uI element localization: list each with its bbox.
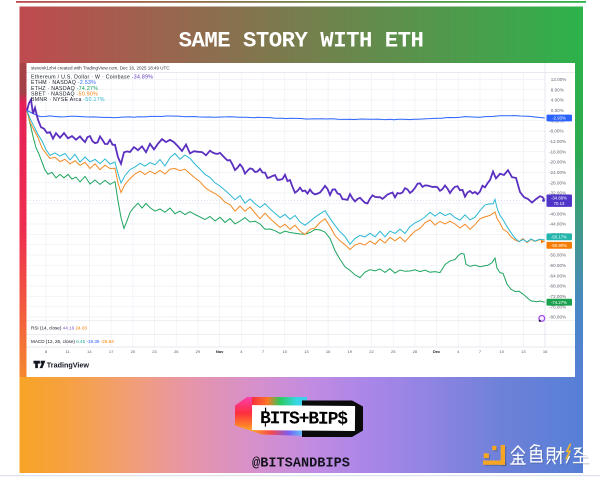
svg-text:RSI (14, close) 44.16 24.03: RSI (14, close) 44.16 24.03 <box>31 326 87 331</box>
svg-text:-12.00%: -12.00% <box>549 139 566 144</box>
svg-text:10: 10 <box>282 349 287 354</box>
svg-text:70.13: 70.13 <box>554 201 565 206</box>
svg-text:25: 25 <box>391 349 396 354</box>
svg-text:-74.27%: -74.27% <box>551 300 567 305</box>
svg-text:4: 4 <box>457 349 460 354</box>
svg-text:-76.00%: -76.00% <box>549 304 566 309</box>
svg-text:-50.17%: -50.17% <box>551 234 567 239</box>
svg-text:Ethereum / U.S. Dollar · W · C: Ethereum / U.S. Dollar · W · Coinbase -3… <box>31 75 153 81</box>
svg-text:8: 8 <box>45 349 48 354</box>
svg-text:stevenk1zh4 created with Tradi: stevenk1zh4 created with TradingView.com… <box>31 66 170 71</box>
svg-text:SAME STORY WITH ETH: SAME STORY WITH ETH <box>179 28 424 54</box>
svg-text:BMNR · NYSE Arca -50.17%: BMNR · NYSE Arca -50.17% <box>31 97 105 103</box>
svg-text:-50.90%: -50.90% <box>551 243 567 248</box>
svg-text:22: 22 <box>369 349 374 354</box>
svg-text:-32.00%: -32.00% <box>549 191 566 196</box>
svg-text:7: 7 <box>262 349 265 354</box>
svg-text:17: 17 <box>109 349 114 354</box>
svg-text:-68.00%: -68.00% <box>549 284 566 289</box>
svg-text:BITS+BIP$: BITS+BIP$ <box>260 409 348 430</box>
svg-text:-8.00%: -8.00% <box>549 129 564 134</box>
svg-text:SBET · NASDAQ -50.90%: SBET · NASDAQ -50.90% <box>31 91 98 97</box>
svg-text:@BITSANDBIPS: @BITSANDBIPS <box>252 456 350 471</box>
svg-text:10: 10 <box>499 349 504 354</box>
svg-text:26: 26 <box>174 349 179 354</box>
svg-text:-34.89%: -34.89% <box>551 196 567 201</box>
svg-text:ETHZ · NASDAQ -74.27%: ETHZ · NASDAQ -74.27% <box>31 86 98 92</box>
svg-text:-24.00%: -24.00% <box>549 170 566 175</box>
svg-text:-20.00%: -20.00% <box>549 160 566 165</box>
svg-text:13: 13 <box>521 349 526 354</box>
svg-text:-28.00%: -28.00% <box>549 180 566 185</box>
svg-text:7: 7 <box>479 349 482 354</box>
svg-text:-2.93%: -2.93% <box>552 116 566 121</box>
svg-text:12.00%: 12.00% <box>551 77 567 82</box>
svg-text:TradingView: TradingView <box>47 361 90 370</box>
svg-text:14: 14 <box>87 349 92 354</box>
svg-text:29: 29 <box>196 349 201 354</box>
svg-text:13: 13 <box>304 349 309 354</box>
svg-text:4.00%: 4.00% <box>551 98 564 103</box>
svg-text:-80.00%: -80.00% <box>549 315 566 320</box>
svg-text:-64.00%: -64.00% <box>549 273 566 278</box>
svg-text:-56.00%: -56.00% <box>549 253 566 258</box>
svg-text:16: 16 <box>326 349 331 354</box>
svg-text:-60.00%: -60.00% <box>549 263 566 268</box>
svg-text:Nov: Nov <box>216 349 224 354</box>
svg-text:28: 28 <box>413 349 418 354</box>
svg-text:MACD (12, 26, close) 6.45 -19.: MACD (12, 26, close) 6.45 -19.35 -25.84 <box>31 339 114 344</box>
svg-text:Dec: Dec <box>433 349 441 354</box>
svg-text:20: 20 <box>131 349 136 354</box>
svg-text:-72.00%: -72.00% <box>549 294 566 299</box>
svg-text:-16.00%: -16.00% <box>549 149 566 154</box>
svg-text:16: 16 <box>543 349 548 354</box>
svg-text:19: 19 <box>348 349 353 354</box>
svg-text:23: 23 <box>152 349 157 354</box>
svg-text:-44.00%: -44.00% <box>549 222 566 227</box>
svg-text:0.00%: 0.00% <box>551 108 564 113</box>
svg-text:ETHM · NASDAQ -2.53%: ETHM · NASDAQ -2.53% <box>31 80 96 86</box>
svg-text:11: 11 <box>66 349 71 354</box>
svg-text:-40.00%: -40.00% <box>549 211 566 216</box>
svg-text:8.00%: 8.00% <box>551 87 564 92</box>
svg-text:4: 4 <box>240 349 243 354</box>
